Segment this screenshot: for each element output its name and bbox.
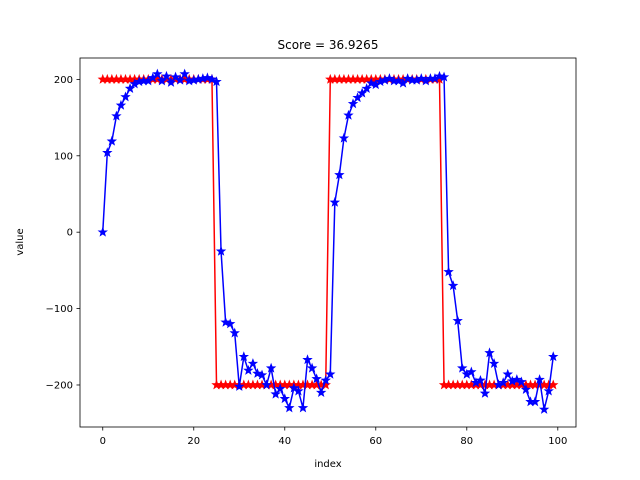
prediction-point (106, 135, 118, 146)
prediction-point (279, 393, 290, 404)
y-tick-label: −100 (46, 304, 73, 315)
prediction-point (543, 385, 554, 396)
prediction-point (447, 280, 459, 291)
prediction-point (366, 77, 377, 88)
prediction-point (115, 99, 127, 110)
prediction-point (275, 383, 286, 394)
prediction-point (452, 315, 463, 326)
prediction-point (329, 196, 341, 207)
x-axis-label: index (314, 459, 341, 470)
prediction-point (534, 374, 545, 385)
prediction-point (297, 402, 309, 413)
prediction-point (306, 362, 318, 373)
y-tick-label: 200 (54, 75, 73, 86)
prediction-point (265, 362, 277, 373)
prediction-point (252, 368, 263, 378)
prediction-point (498, 377, 509, 388)
prediction-point (443, 266, 454, 277)
prediction-point (111, 110, 122, 121)
prediction-point (170, 71, 181, 82)
prediction-point (174, 74, 186, 85)
prediction-point (243, 365, 254, 375)
prediction-point (247, 358, 259, 369)
chart-title: Score = 36.9265 (278, 38, 379, 52)
prediction-point (284, 402, 295, 413)
x-tick-label: 40 (278, 436, 291, 447)
prediction-point (288, 382, 300, 393)
prediction-point (234, 381, 245, 391)
prediction-point (466, 366, 477, 377)
prediction-point (384, 73, 395, 84)
prediction-point (220, 316, 231, 327)
prediction-point (529, 396, 541, 407)
x-tick-label: 100 (548, 436, 567, 447)
x-tick-label: 80 (460, 436, 473, 447)
prediction-point (206, 73, 218, 84)
y-tick-label: 100 (54, 151, 73, 162)
prediction-point (343, 109, 354, 120)
prediction-point (302, 354, 313, 365)
prediction-point (511, 374, 523, 385)
y-axis-ticks: −200 −100 0 100 200 (46, 75, 80, 391)
prediction-point (238, 351, 250, 362)
prediction-point (516, 376, 527, 387)
x-tick-label: 60 (369, 436, 382, 447)
prediction-point (97, 226, 108, 237)
prediction-point (347, 98, 359, 109)
prediction-point (479, 387, 491, 398)
prediction-point (120, 91, 131, 102)
prediction-point (338, 132, 350, 143)
prediction-point (361, 83, 372, 93)
prediction-point (293, 385, 304, 396)
y-tick-label: −200 (46, 380, 73, 391)
prediction-point (484, 347, 495, 358)
prediction-point (334, 169, 345, 180)
prediction-point (211, 76, 222, 87)
y-tick-label: 0 (67, 228, 73, 239)
prediction-point (393, 75, 404, 86)
prediction-point (165, 76, 177, 87)
prediction-point (320, 374, 331, 385)
prediction-point (261, 379, 272, 390)
prediction-point (520, 384, 532, 394)
target-point (320, 379, 331, 390)
prediction-point (311, 373, 322, 384)
prediction-point (179, 68, 190, 79)
x-tick-label: 20 (187, 436, 200, 447)
prediction-point (202, 72, 213, 83)
prediction-point (102, 147, 113, 158)
prediction-point (152, 68, 163, 79)
prediction-point (475, 374, 486, 385)
prediction-point (270, 388, 281, 399)
prediction-point (457, 362, 468, 373)
prediction-point (215, 245, 227, 256)
prediction-point (488, 358, 500, 369)
x-axis-ticks: 0 20 40 60 80 100 (100, 427, 567, 447)
prediction-point (224, 318, 236, 329)
prediction-point (538, 403, 550, 414)
prediction-point (161, 70, 172, 81)
prediction-point (256, 369, 268, 380)
prediction-point (315, 387, 327, 398)
prediction-point (402, 73, 413, 84)
prediction-point (438, 71, 450, 82)
prediction-point (548, 351, 559, 362)
prediction-point (502, 368, 513, 379)
plot-frame (79, 57, 577, 428)
y-axis-label: value (15, 228, 26, 255)
prediction-point (229, 327, 240, 338)
prediction-point (416, 73, 427, 84)
series-layer (97, 68, 559, 414)
x-tick-label: 0 (100, 436, 106, 447)
prediction-point (325, 368, 336, 379)
